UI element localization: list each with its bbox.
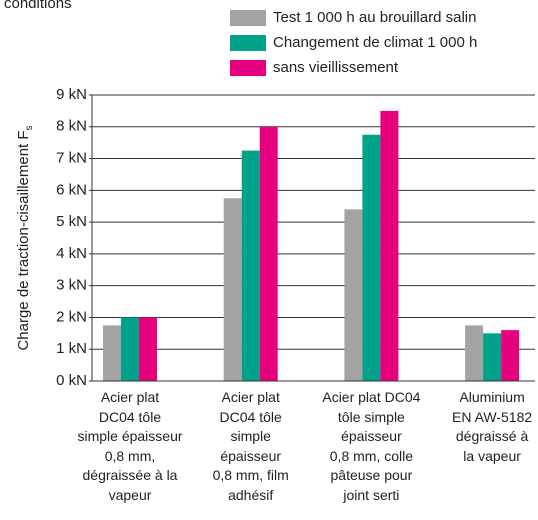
legend-swatch xyxy=(230,35,266,51)
legend-label: sans vieillissement xyxy=(273,59,399,76)
y-tick-label: 7 kN xyxy=(56,150,87,167)
bar xyxy=(483,333,502,381)
y-tick-label: 2 kN xyxy=(56,308,87,325)
x-tick-label: Acier plat DC04 tôle simple épaisseur 0,… xyxy=(322,389,421,503)
bar xyxy=(362,134,381,381)
y-axis-label-sub: s xyxy=(24,125,35,130)
y-tick-label: 3 kN xyxy=(56,277,87,294)
y-axis-label-main: Charge de traction-cisaillement F xyxy=(15,130,32,350)
bar xyxy=(380,110,399,381)
bar xyxy=(501,330,520,381)
y-tick-label: 8 kN xyxy=(56,118,87,135)
legend-swatch xyxy=(230,60,266,76)
bar xyxy=(103,325,121,381)
bar xyxy=(139,317,157,381)
y-tick-label: 4 kN xyxy=(56,245,87,262)
chart-title: conditions xyxy=(4,0,72,12)
legend-label: Changement de climat 1 000 h xyxy=(273,34,477,51)
legend-label: Test 1 000 h au brouillard salin xyxy=(273,9,476,26)
bar xyxy=(344,209,363,381)
y-tick-label: 5 kN xyxy=(56,213,87,230)
x-tick-label: Acier plat DC04 tôle simple épaisseur 0,… xyxy=(212,389,289,503)
bar xyxy=(223,198,242,381)
bar xyxy=(121,317,139,381)
bar xyxy=(465,325,484,381)
bar xyxy=(241,150,260,381)
y-axis-label: Charge de traction-cisaillement Fs xyxy=(15,125,35,350)
bar xyxy=(259,126,278,382)
y-tick-label: 0 kN xyxy=(56,372,87,389)
y-tick-label: 6 kN xyxy=(56,181,87,198)
x-tick-label: Aluminium EN AW-5182 dégraissé à la vape… xyxy=(452,389,533,464)
x-tick-label: Acier plat DC04 tôle simple épaisseur 0,… xyxy=(77,389,183,503)
legend-swatch xyxy=(230,10,266,26)
y-tick-label: 1 kN xyxy=(56,340,87,357)
y-tick-label: 9 kN xyxy=(56,86,87,103)
